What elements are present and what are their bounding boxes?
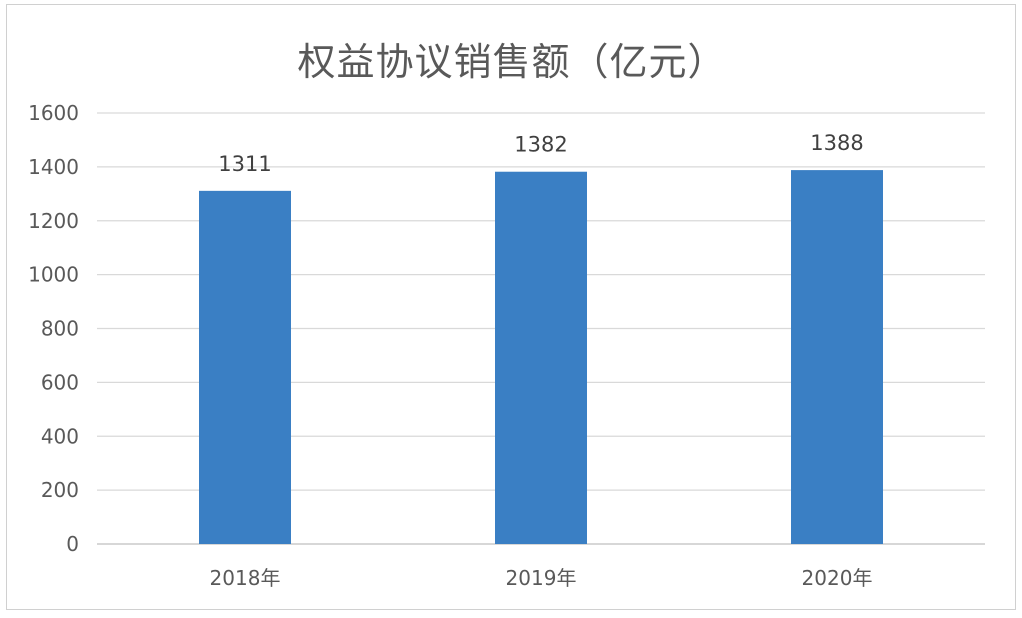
x-tick-label: 2018年 (210, 566, 281, 590)
y-tick-label: 200 (41, 478, 79, 502)
y-tick-label: 1600 (28, 101, 79, 125)
x-axis-tick-labels: 2018年 2019年 2020年 (210, 566, 873, 590)
bar (495, 171, 587, 544)
x-tick-label: 2020年 (802, 566, 873, 590)
x-tick-label: 2019年 (506, 566, 577, 590)
y-tick-label: 1400 (28, 155, 79, 179)
data-label: 1388 (810, 131, 863, 155)
data-labels: 1311 1382 1388 (218, 131, 863, 176)
y-tick-label: 600 (41, 370, 79, 394)
bar (791, 170, 883, 545)
y-tick-label: 0 (66, 532, 79, 556)
y-tick-label: 1000 (28, 263, 79, 287)
chart-title: 权益协议销售额（亿元） (297, 40, 727, 84)
y-tick-label: 400 (41, 424, 79, 448)
y-axis-tick-labels: 0 200 400 600 800 1000 1200 1400 1600 (28, 101, 79, 556)
y-tick-label: 1200 (28, 209, 79, 233)
bar (199, 190, 291, 545)
bars (199, 170, 883, 545)
chart-frame: 权益协议销售额（亿元） 0 200 400 600 800 1000 1200 1400 160… (6, 4, 1016, 610)
y-tick-label: 800 (41, 317, 79, 341)
data-label: 1311 (218, 152, 271, 176)
data-label: 1382 (514, 133, 567, 157)
